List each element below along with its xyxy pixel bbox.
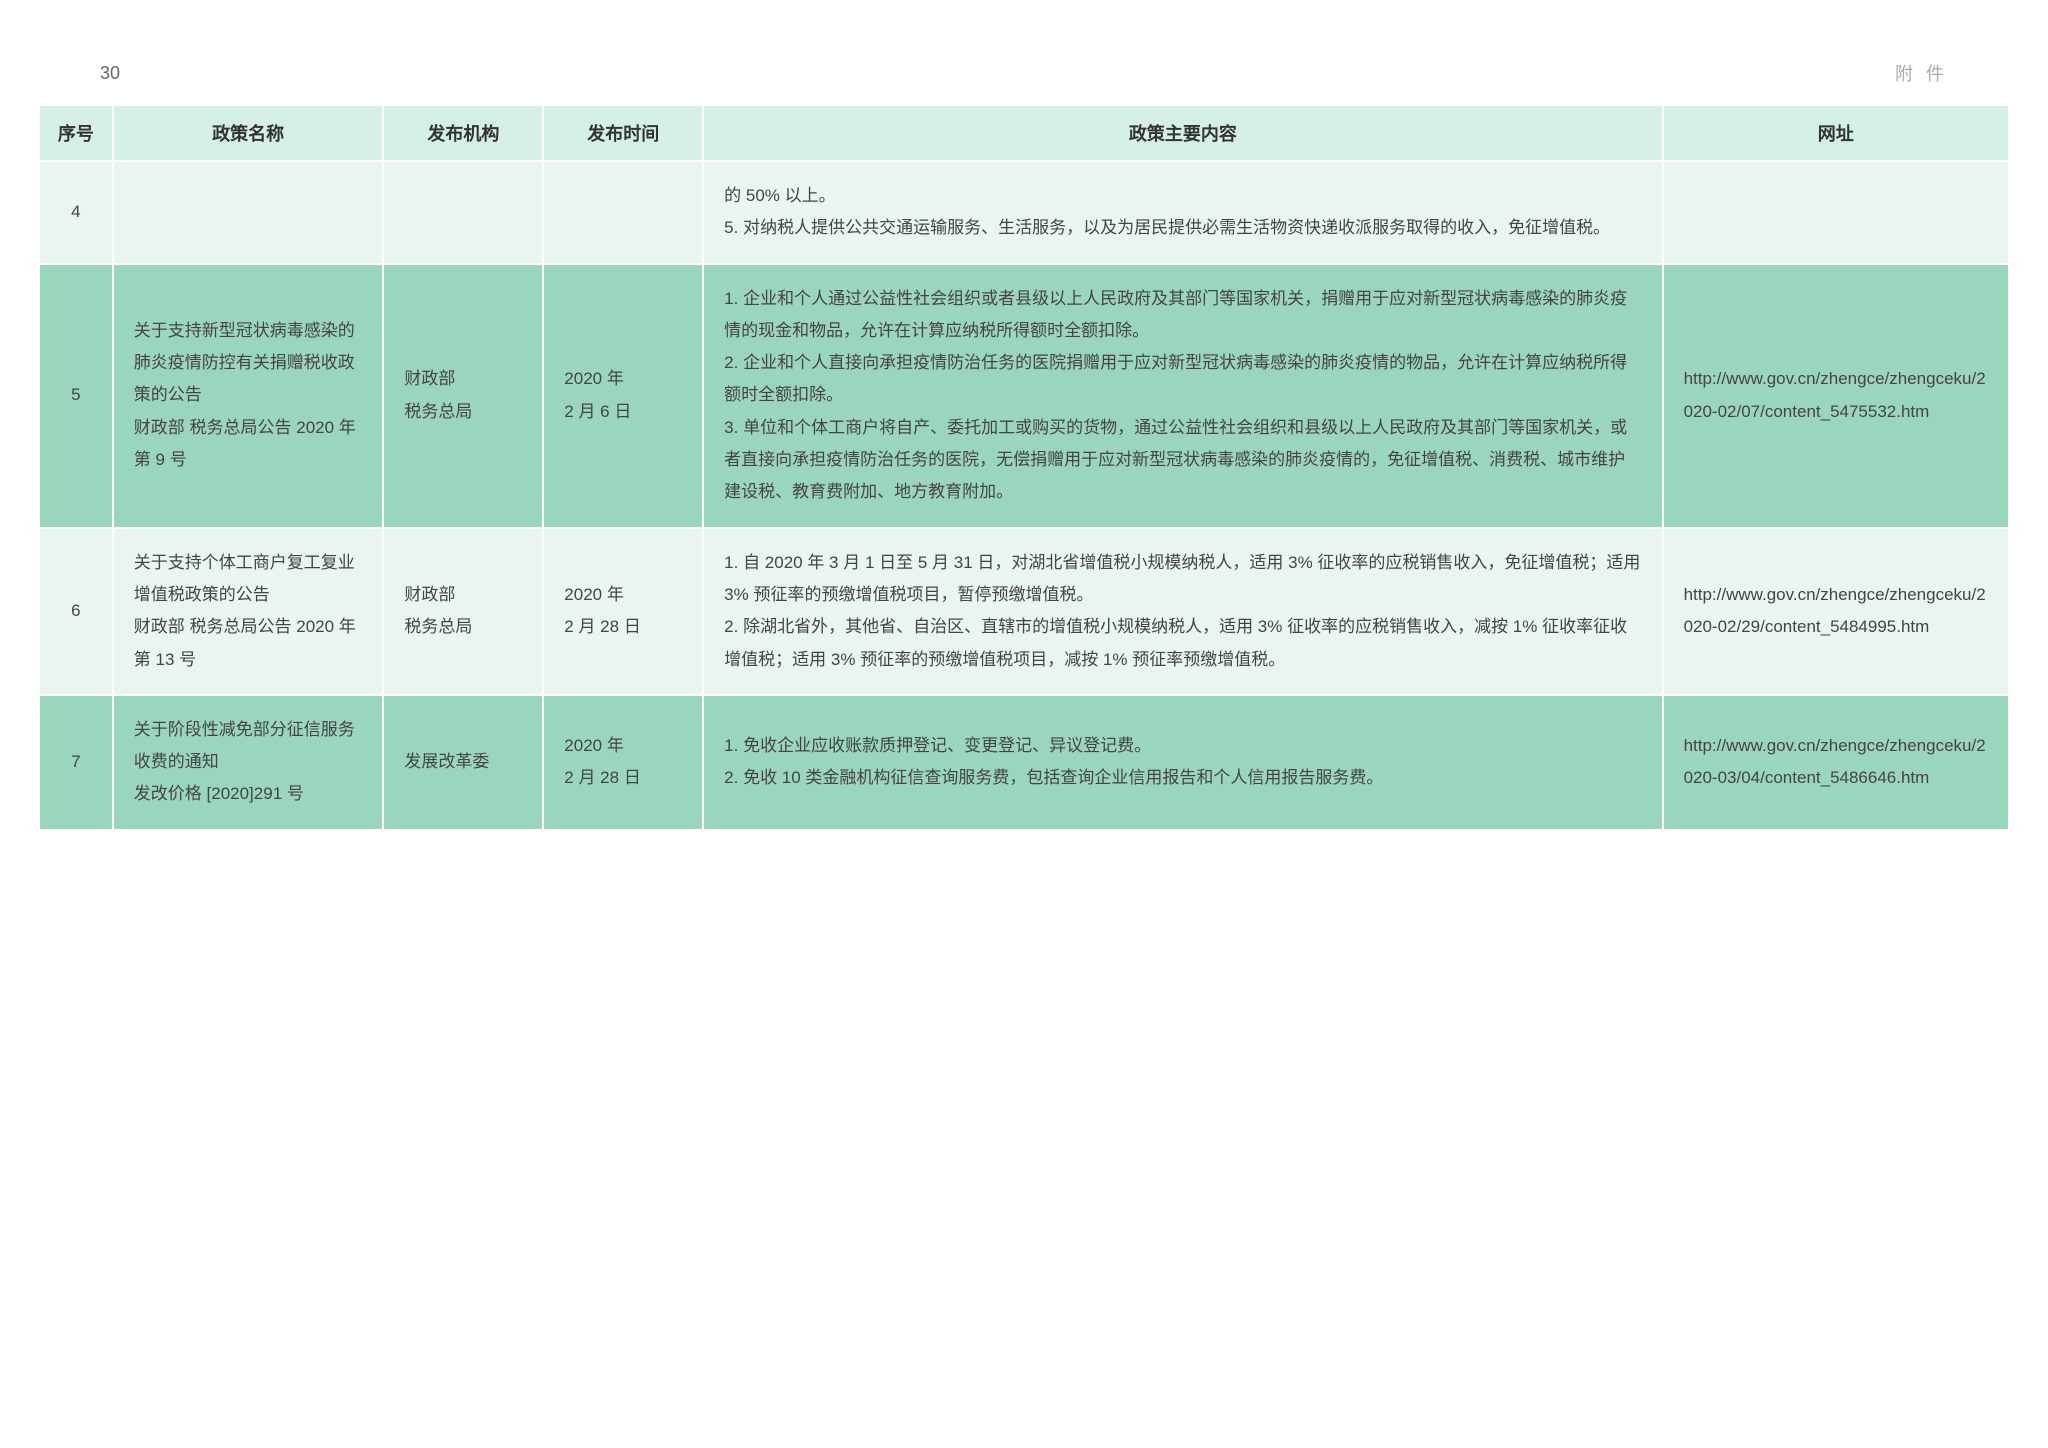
cell-seq: 4 <box>40 162 114 265</box>
col-header-url: 网址 <box>1664 106 2008 162</box>
table-row: 6关于支持个体工商户复工复业增值税政策的公告财政部 税务总局公告 2020 年第… <box>40 529 2008 696</box>
cell-url: http://www.gov.cn/zhengce/zhengceku/2020… <box>1664 696 2008 829</box>
cell-date: 2020 年2 月 28 日 <box>544 529 704 696</box>
cell-url: http://www.gov.cn/zhengce/zhengceku/2020… <box>1664 529 2008 696</box>
page-number: 30 <box>100 63 120 84</box>
cell-seq: 6 <box>40 529 114 696</box>
cell-agency <box>384 162 544 265</box>
cell-agency: 发展改革委 <box>384 696 544 829</box>
cell-date: 2020 年2 月 28 日 <box>544 696 704 829</box>
cell-content: 的 50% 以上。5. 对纳税人提供公共交通运输服务、生活服务，以及为居民提供必… <box>704 162 1663 265</box>
table-header-row: 序号 政策名称 发布机构 发布时间 政策主要内容 网址 <box>40 106 2008 162</box>
cell-date: 2020 年2 月 6 日 <box>544 265 704 529</box>
table-row: 7关于阶段性减免部分征信服务收费的通知发改价格 [2020]291 号发展改革委… <box>40 696 2008 829</box>
section-label: 附 件 <box>1895 60 1948 86</box>
cell-name: 关于支持个体工商户复工复业增值税政策的公告财政部 税务总局公告 2020 年第 … <box>114 529 385 696</box>
col-header-agency: 发布机构 <box>384 106 544 162</box>
col-header-name: 政策名称 <box>114 106 385 162</box>
cell-name: 关于支持新型冠状病毒感染的肺炎疫情防控有关捐赠税收政策的公告财政部 税务总局公告… <box>114 265 385 529</box>
cell-content: 1. 免收企业应收账款质押登记、变更登记、异议登记费。2. 免收 10 类金融机… <box>704 696 1663 829</box>
table-row: 4 的 50% 以上。5. 对纳税人提供公共交通运输服务、生活服务，以及为居民提供… <box>40 162 2008 265</box>
table-body: 4 的 50% 以上。5. 对纳税人提供公共交通运输服务、生活服务，以及为居民提供… <box>40 162 2008 829</box>
cell-date <box>544 162 704 265</box>
cell-agency: 财政部税务总局 <box>384 529 544 696</box>
col-header-date: 发布时间 <box>544 106 704 162</box>
cell-seq: 7 <box>40 696 114 829</box>
cell-name <box>114 162 385 265</box>
cell-content: 1. 企业和个人通过公益性社会组织或者县级以上人民政府及其部门等国家机关，捐赠用… <box>704 265 1663 529</box>
cell-url <box>1664 162 2008 265</box>
cell-content: 1. 自 2020 年 3 月 1 日至 5 月 31 日，对湖北省增值税小规模… <box>704 529 1663 696</box>
cell-seq: 5 <box>40 265 114 529</box>
cell-url: http://www.gov.cn/zhengce/zhengceku/2020… <box>1664 265 2008 529</box>
page-header: 30 附 件 <box>40 60 2008 106</box>
table-row: 5关于支持新型冠状病毒感染的肺炎疫情防控有关捐赠税收政策的公告财政部 税务总局公… <box>40 265 2008 529</box>
cell-name: 关于阶段性减免部分征信服务收费的通知发改价格 [2020]291 号 <box>114 696 385 829</box>
cell-agency: 财政部税务总局 <box>384 265 544 529</box>
policy-table: 序号 政策名称 发布机构 发布时间 政策主要内容 网址 4 的 50% 以上。5.… <box>40 106 2008 829</box>
col-header-content: 政策主要内容 <box>704 106 1663 162</box>
col-header-seq: 序号 <box>40 106 114 162</box>
